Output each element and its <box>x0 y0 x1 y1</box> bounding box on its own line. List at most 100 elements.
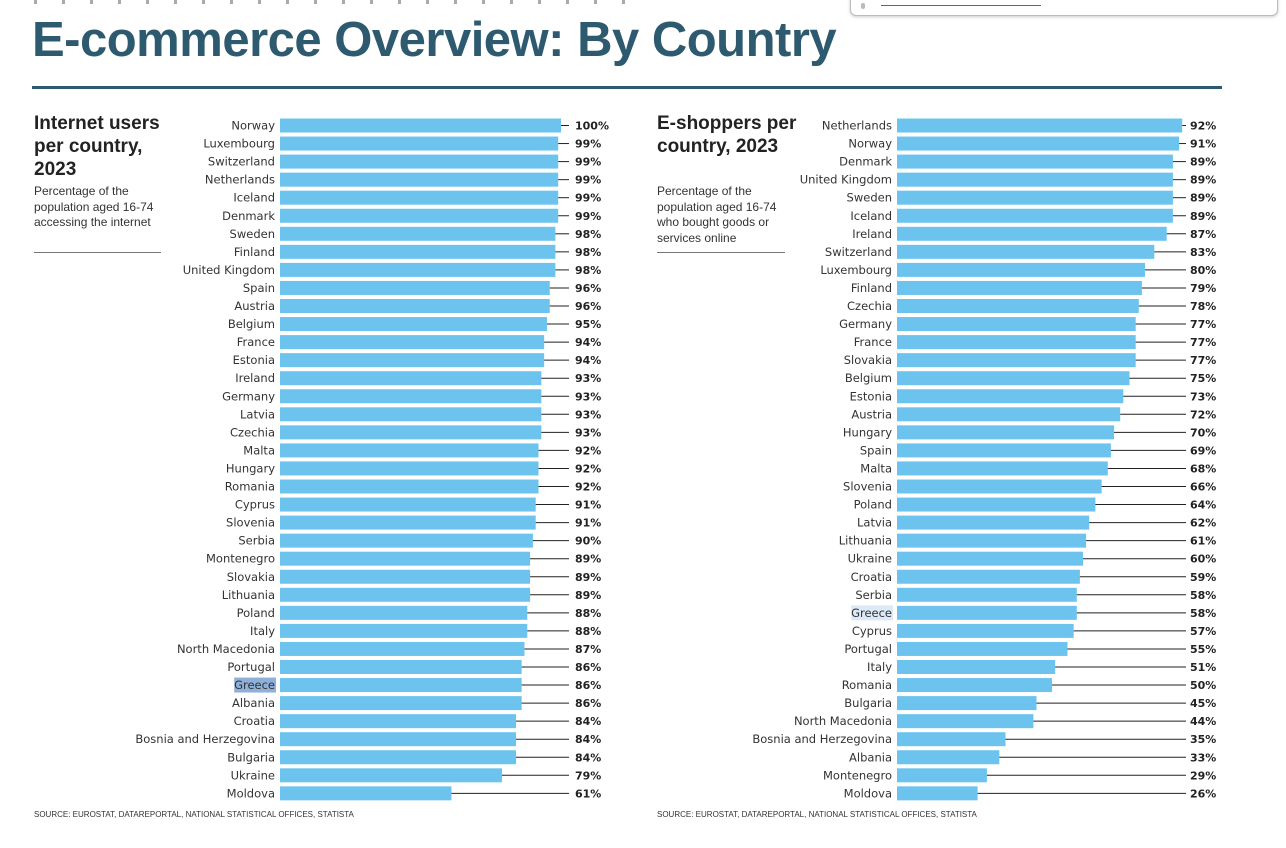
bar-ireland <box>280 371 542 386</box>
value-label: 86% <box>575 697 601 710</box>
value-label: 45% <box>1190 697 1216 710</box>
value-label: 77% <box>1190 336 1216 349</box>
value-label: 99% <box>575 210 601 223</box>
category-label: Switzerland <box>208 155 275 169</box>
popup-link[interactable] <box>881 5 1041 6</box>
value-label: 94% <box>575 336 601 349</box>
category-label: Albania <box>849 750 892 764</box>
left-source: SOURCE: EUROSTAT, DATAREPORTAL, NATIONAL… <box>34 810 354 819</box>
category-label: Slovenia <box>226 516 275 530</box>
category-label: Malta <box>860 461 892 475</box>
bar-bulgaria <box>897 696 1037 711</box>
bar-malta <box>280 443 539 458</box>
value-label: 33% <box>1190 751 1216 764</box>
bar-belgium <box>280 317 547 332</box>
value-label: 99% <box>575 192 601 205</box>
bar-latvia <box>280 407 542 422</box>
category-label: Austria <box>851 407 892 421</box>
category-label: Iceland <box>850 209 892 223</box>
value-label: 44% <box>1190 715 1216 728</box>
value-label: 96% <box>575 282 601 295</box>
category-label: Germany <box>222 389 275 403</box>
category-label: Ireland <box>852 227 892 241</box>
category-label: Estonia <box>233 353 275 367</box>
top-cropped-text <box>34 0 634 4</box>
bar-czechia <box>897 299 1139 313</box>
bar-ukraine <box>897 551 1083 566</box>
category-label: Slovakia <box>844 353 892 367</box>
page-title: E-commerce Overview: By Country <box>32 13 837 67</box>
value-label: 62% <box>1190 517 1216 530</box>
value-label: 51% <box>1190 661 1216 674</box>
category-label: Hungary <box>226 461 275 475</box>
category-label: Cyprus <box>852 624 892 638</box>
category-label: Slovenia <box>843 480 892 494</box>
left-panel-divider <box>34 252 161 253</box>
category-label: Sweden <box>230 227 275 241</box>
value-label: 57% <box>1190 625 1216 638</box>
bar-united-kingdom <box>280 262 556 277</box>
bar-croatia <box>280 714 517 729</box>
value-label: 99% <box>575 174 601 187</box>
category-label: Sweden <box>847 191 892 205</box>
bar-portugal <box>897 641 1068 656</box>
value-label: 87% <box>575 643 601 656</box>
value-label: 35% <box>1190 733 1216 746</box>
value-label: 72% <box>1190 408 1216 421</box>
value-label: 90% <box>575 535 601 548</box>
category-label: Romania <box>842 678 892 692</box>
value-label: 77% <box>1190 318 1216 331</box>
bar-netherlands <box>280 172 559 187</box>
value-label: 92% <box>575 462 601 475</box>
category-label: North Macedonia <box>177 642 275 656</box>
bar-cyprus <box>897 623 1074 638</box>
value-label: 50% <box>1190 679 1216 692</box>
bar-austria <box>897 407 1121 422</box>
category-label: Switzerland <box>825 245 892 259</box>
bar-slovakia <box>897 353 1136 368</box>
value-label: 92% <box>575 481 601 494</box>
bar-switzerland <box>280 154 559 169</box>
bar-malta <box>897 461 1108 476</box>
value-label: 68% <box>1190 462 1216 475</box>
category-label: United Kingdom <box>800 173 892 187</box>
value-label: 61% <box>1190 535 1216 548</box>
category-label: Spain <box>243 281 275 295</box>
value-label: 98% <box>575 246 601 259</box>
value-label: 69% <box>1190 444 1216 457</box>
bar-greece <box>897 605 1077 620</box>
bar-iceland <box>280 190 559 205</box>
bar-germany <box>280 389 542 404</box>
value-label: 86% <box>575 661 601 674</box>
bar-denmark <box>897 154 1173 169</box>
bar-slovakia <box>280 569 531 584</box>
category-label: Bosnia and Herzegovina <box>135 732 275 746</box>
value-label: 64% <box>1190 499 1216 512</box>
bar-norway <box>280 118 561 133</box>
bar-denmark <box>280 208 559 223</box>
bar-ukraine <box>280 768 502 783</box>
internet-users-chart: Norway 100% Luxembourg 99% Switzerland 99% Net… <box>135 118 609 801</box>
bar-ireland <box>897 226 1167 241</box>
right-source: SOURCE: EUROSTAT, DATAREPORTAL, NATIONAL… <box>657 810 977 819</box>
bar-czechia <box>280 425 542 440</box>
category-label: Romania <box>225 480 275 494</box>
bar-spain <box>280 280 550 295</box>
category-label: France <box>237 335 275 349</box>
category-label: Italy <box>867 660 892 674</box>
value-label: 89% <box>1190 156 1216 169</box>
bar-north-macedonia <box>897 714 1034 729</box>
value-label: 83% <box>1190 246 1216 259</box>
category-label: Montenegro <box>206 552 275 566</box>
value-label: 93% <box>575 426 601 439</box>
bar-portugal <box>280 660 522 674</box>
category-label: Spain <box>860 443 892 457</box>
bar-france <box>280 335 545 350</box>
bar-hungary <box>897 425 1114 440</box>
bar-albania <box>280 696 522 711</box>
category-label: France <box>854 335 892 349</box>
category-label: Czechia <box>230 425 275 439</box>
bar-romania <box>280 479 539 494</box>
browser-popup[interactable] <box>850 0 1278 16</box>
bar-latvia <box>897 515 1090 530</box>
